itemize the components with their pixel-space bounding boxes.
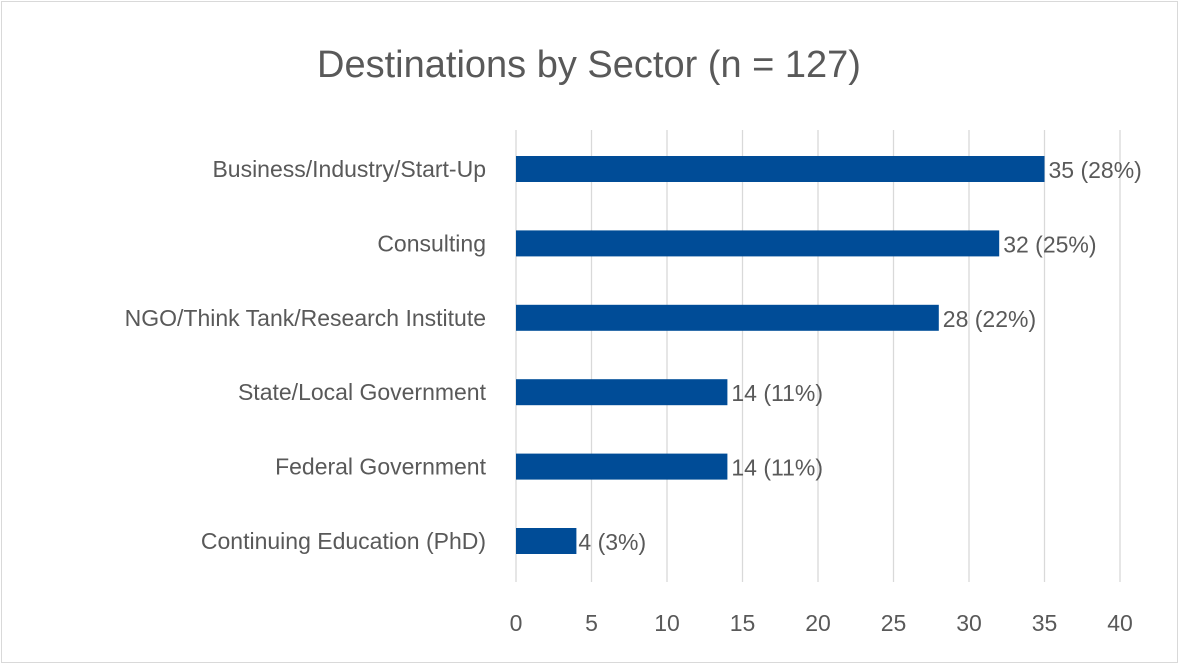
x-tick-label: 20 <box>805 610 831 636</box>
category-label: State/Local Government <box>238 379 487 405</box>
category-label: Federal Government <box>275 454 487 480</box>
x-tick-label: 25 <box>881 610 907 636</box>
data-label: 4 (3%) <box>578 529 646 555</box>
category-label: Business/Industry/Start-Up <box>212 156 486 182</box>
bar <box>516 379 728 406</box>
bar <box>516 156 1045 182</box>
category-label: Consulting <box>377 230 486 256</box>
x-tick-label: 5 <box>585 610 598 636</box>
x-tick-label: 40 <box>1107 610 1133 636</box>
data-label: 35 (28%) <box>1049 157 1142 183</box>
data-label: 14 (11%) <box>731 380 823 406</box>
bar <box>516 528 577 554</box>
data-label: 14 (11%) <box>731 455 823 481</box>
chart-title: Destinations by Sector (n = 127) <box>317 44 861 86</box>
bar <box>516 304 939 331</box>
bar <box>516 453 728 480</box>
x-tick-label: 30 <box>956 610 982 636</box>
bar <box>516 230 1000 257</box>
data-label: 32 (25%) <box>1003 231 1096 257</box>
x-tick-label: 15 <box>730 610 756 636</box>
x-tick-label: 10 <box>654 610 680 636</box>
x-tick-label: 35 <box>1032 610 1058 636</box>
x-tick-label: 0 <box>510 610 523 636</box>
category-label: Continuing Education (PhD) <box>201 528 486 554</box>
category-label: NGO/Think Tank/Research Institute <box>125 305 486 331</box>
data-label: 28 (22%) <box>943 306 1036 332</box>
